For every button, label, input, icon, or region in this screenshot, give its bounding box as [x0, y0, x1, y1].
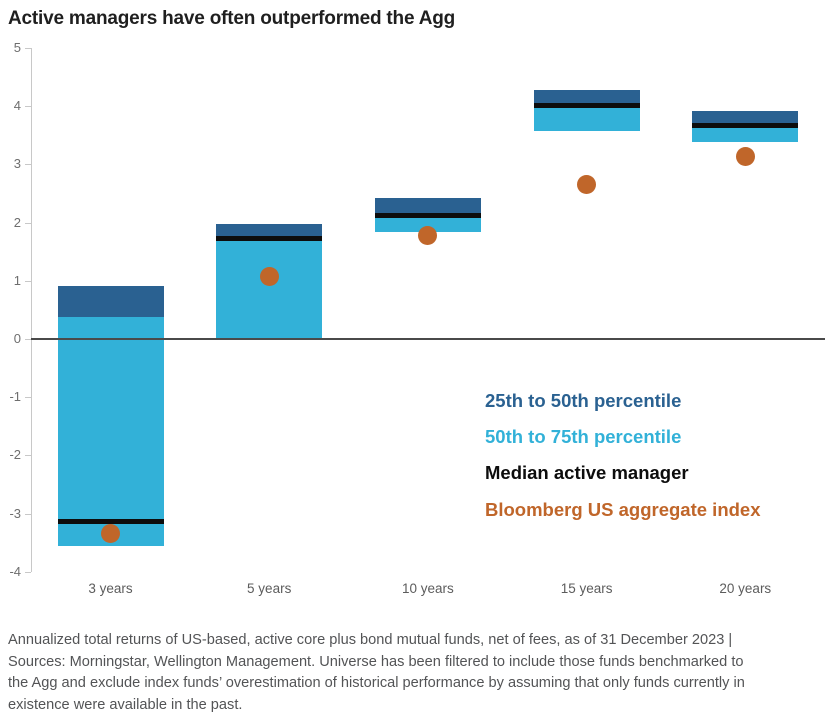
agg-dot [418, 226, 438, 246]
zero-line [31, 338, 825, 340]
y-tick-label: 4 [13, 98, 21, 114]
y-tick [25, 222, 31, 224]
y-tick [25, 164, 31, 166]
bar-50-75-segment [692, 125, 799, 143]
y-tick [25, 571, 31, 573]
y-tick [25, 397, 31, 399]
y-tick-label: 3 [13, 156, 21, 172]
bar-50-75-segment [374, 215, 481, 232]
bar-50-75-segment [216, 238, 323, 339]
footnote-line: existence were available in the past. [8, 696, 243, 713]
agg-dot [259, 266, 279, 286]
bar-25-50-segment [216, 224, 323, 239]
median-line [692, 123, 799, 129]
y-tick [25, 455, 31, 457]
legend-item-4: Bloomberg US aggregate index [485, 498, 761, 520]
footnote: Annualized total returns of US-based, ac… [8, 630, 830, 714]
agg-dot [735, 146, 755, 166]
x-axis-label: 10 years [402, 581, 454, 596]
footnote-line: Annualized total returns of US-based, ac… [8, 632, 733, 648]
x-axis-label: 3 years [88, 581, 133, 596]
chart-title: Active managers have often outperformed … [8, 8, 456, 29]
bar-25-50-segment [57, 286, 164, 318]
legend-item-1: 25th to 50th percentile [485, 390, 682, 411]
bar-25-50-segment [374, 197, 481, 216]
bar-50-75-segment [533, 105, 640, 132]
y-tick-label: 5 [13, 40, 21, 55]
median-line [533, 103, 640, 109]
agg-dot [101, 524, 120, 544]
y-tick-label: -4 [9, 563, 21, 579]
y-tick [25, 339, 31, 340]
legend-item-2: 50th to 75th percentile [485, 426, 682, 448]
footnote-line: Sources: Morningstar, Wellington Managem… [8, 653, 744, 670]
y-tick [25, 513, 31, 515]
bar-25-50-segment [692, 111, 799, 126]
median-line [216, 236, 323, 242]
x-axis-label: 15 years [560, 581, 613, 596]
median-line [57, 519, 164, 525]
legend-item-3: Median active manager [485, 462, 689, 484]
y-axis-line [31, 48, 32, 572]
x-axis-label: 5 years [247, 581, 292, 596]
y-tick-label: 0 [13, 331, 21, 346]
bar-50-75-segment [57, 317, 164, 547]
y-tick-label: 2 [13, 214, 21, 230]
plot-area: 5 4 3 2 1 0 -1 -2 -3 -4 3 years 5 years 10 years 15 y… [9, 40, 825, 596]
y-tick-label: 1 [13, 272, 21, 288]
y-tick-label: -3 [9, 505, 21, 521]
y-tick [25, 280, 31, 282]
y-tick-label: -2 [9, 447, 21, 463]
bar-25-50-segment [533, 89, 640, 106]
y-tick [25, 106, 31, 108]
y-tick [25, 48, 31, 49]
y-tick-label: -1 [9, 389, 21, 405]
footnote-line: the Agg and exclude index funds’ overest… [8, 675, 745, 691]
x-axis-label: 20 years [719, 581, 772, 596]
agg-dot [577, 174, 597, 194]
median-line [374, 213, 481, 219]
